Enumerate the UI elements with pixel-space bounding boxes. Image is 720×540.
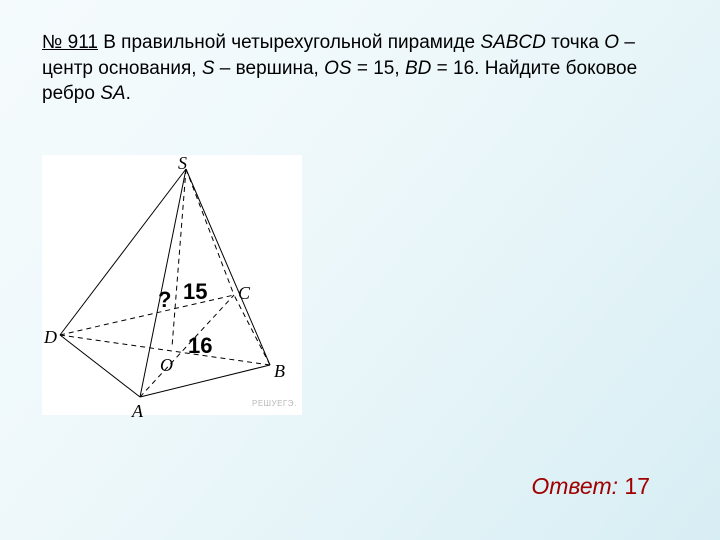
seg-sa: SA xyxy=(100,83,125,104)
label-15: 15 xyxy=(183,279,207,305)
point-s: S xyxy=(202,58,215,79)
text: . xyxy=(126,83,131,104)
problem-number: № 911 xyxy=(42,32,98,53)
watermark: РЕШУЕГЭ. xyxy=(252,399,297,408)
vertex-label-O: O xyxy=(160,355,173,376)
vertex-label-C: C xyxy=(238,283,250,304)
text: – вершина, xyxy=(215,58,325,79)
text: точка xyxy=(546,32,604,53)
problem-statement: № 911 В правильной четырехугольной пирам… xyxy=(42,30,670,107)
seg-bd: BD xyxy=(405,58,431,79)
text: В правильной четырехугольной пирамиде xyxy=(98,32,480,53)
question-mark: ? xyxy=(158,287,171,313)
label-16: 16 xyxy=(188,333,212,359)
pyramid-figure: SABCDO ? 15 16 РЕШУЕГЭ. xyxy=(42,155,302,415)
answer: Ответ: 17 xyxy=(531,473,650,500)
vertex-label-D: D xyxy=(44,327,57,348)
answer-label: Ответ: xyxy=(531,473,618,499)
pyramid-name: SABCD xyxy=(480,32,545,53)
vertex-label-S: S xyxy=(178,153,187,174)
seg-os: OS xyxy=(324,58,351,79)
vertex-label-B: B xyxy=(274,361,285,382)
vertex-label-A: A xyxy=(132,401,143,422)
pyramid-svg xyxy=(42,155,302,415)
text: = 15, xyxy=(352,58,405,79)
answer-value: 17 xyxy=(618,473,650,499)
point-o: О xyxy=(604,32,619,53)
